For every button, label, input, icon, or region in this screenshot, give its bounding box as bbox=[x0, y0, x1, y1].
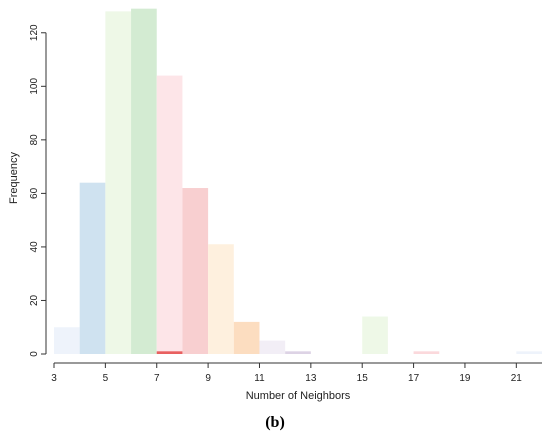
histogram-bar-2 bbox=[79, 182, 106, 354]
x-tick-label: 3 bbox=[51, 373, 57, 384]
x-tick-label: 11 bbox=[254, 373, 265, 384]
x-tick-label: 13 bbox=[305, 373, 317, 384]
y-tick-label: 40 bbox=[29, 241, 40, 253]
histogram-bar-11 bbox=[362, 316, 388, 354]
x-tick-label: 21 bbox=[511, 373, 523, 384]
x-tick-label: 9 bbox=[205, 373, 211, 384]
bars-layer bbox=[54, 8, 542, 355]
x-axis-label: Number of Neighbors bbox=[246, 390, 351, 402]
histogram-bar-6 bbox=[182, 188, 209, 354]
histogram-bar-13 bbox=[516, 351, 542, 354]
y-tick-label: 100 bbox=[29, 78, 40, 95]
x-tick-label: 19 bbox=[459, 373, 471, 384]
figure-caption: (b) bbox=[0, 414, 550, 432]
x-tick-label: 5 bbox=[103, 373, 109, 384]
caption-text: (b) bbox=[265, 414, 285, 431]
histogram-bar-8 bbox=[233, 321, 260, 354]
histogram-bar-1 bbox=[54, 327, 80, 354]
axes-layer: 0 20 40 60 80 100 120 3 5 7 9 11 13 15 17 19 21 bbox=[29, 24, 542, 384]
histogram-bar-12 bbox=[413, 351, 440, 354]
overlay-layer bbox=[156, 351, 183, 354]
y-tick-label: 0 bbox=[29, 351, 40, 357]
overlay-bar-1 bbox=[156, 351, 183, 354]
histogram-bar-10 bbox=[285, 351, 311, 354]
histogram-bar-7 bbox=[208, 244, 234, 354]
histogram-bar-9 bbox=[259, 340, 286, 354]
y-axis-label: Frequency bbox=[8, 152, 20, 204]
histogram-chart: 0 20 40 60 80 100 120 3 5 7 9 11 13 15 17 19 21 Number o… bbox=[8, 8, 542, 402]
y-tick-label: 80 bbox=[29, 134, 40, 146]
x-tick-label: 17 bbox=[408, 373, 420, 384]
histogram-bar-3 bbox=[105, 11, 132, 354]
y-tick-label: 60 bbox=[29, 187, 40, 199]
histogram-bar-4 bbox=[131, 8, 157, 355]
y-tick-label: 20 bbox=[29, 294, 40, 306]
x-tick-label: 15 bbox=[357, 373, 369, 384]
x-tick-label: 7 bbox=[154, 373, 160, 384]
y-tick-label: 120 bbox=[29, 24, 40, 41]
histogram-bar-5 bbox=[156, 75, 183, 354]
